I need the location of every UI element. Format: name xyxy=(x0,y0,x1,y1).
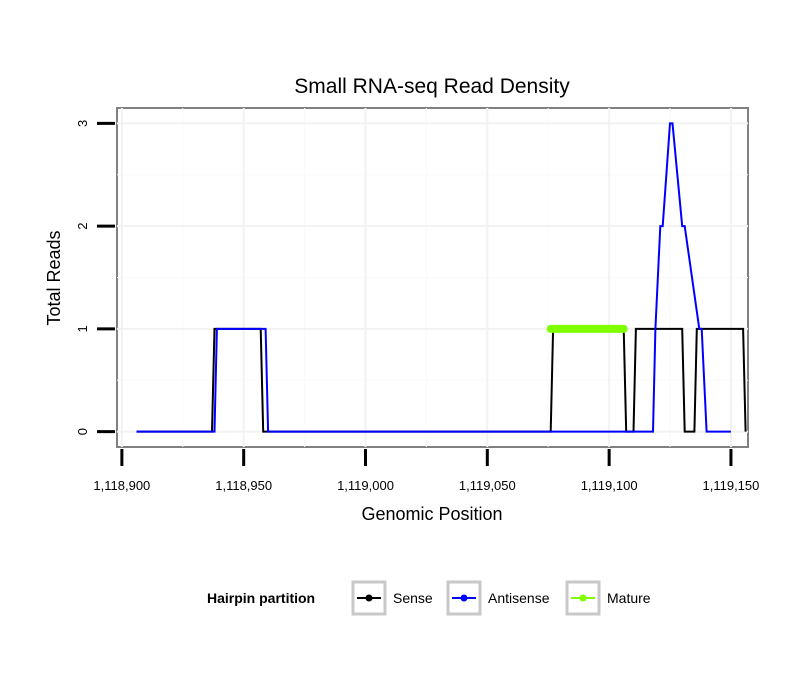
legend-label-antisense: Antisense xyxy=(488,590,550,606)
legend-label-mature: Mature xyxy=(607,590,651,606)
x-tick-label: 1,119,000 xyxy=(337,478,394,493)
y-tick-label: 1 xyxy=(75,325,90,332)
y-axis-label: Total Reads xyxy=(44,230,64,325)
y-tick-label: 3 xyxy=(75,120,90,127)
series-line-antisense xyxy=(136,122,731,433)
y-axis-ticks: 0 1 2 3 xyxy=(75,120,115,435)
x-tick-label: 1,118,950 xyxy=(215,478,272,493)
legend: Hairpin partition Sense Antisense Mature xyxy=(207,580,651,616)
legend-item-antisense: Antisense xyxy=(446,580,550,616)
legend-item-mature: Mature xyxy=(565,580,651,616)
x-tick-label: 1,118,900 xyxy=(93,478,150,493)
legend-key-sense-point xyxy=(365,594,373,602)
y-tick-label: 0 xyxy=(75,428,90,435)
x-tick-label: 1,119,100 xyxy=(581,478,638,493)
x-axis-ticks: 1,118,900 1,118,950 1,119,000 1,119,050 1,11… xyxy=(93,449,759,493)
x-tick-label: 1,119,050 xyxy=(459,478,516,493)
legend-item-sense: Sense xyxy=(351,580,433,616)
legend-label-sense: Sense xyxy=(393,590,433,606)
legend-title: Hairpin partition xyxy=(207,590,315,606)
y-tick-label: 2 xyxy=(75,222,90,229)
series-lines xyxy=(136,122,747,433)
x-axis-label: Genomic Position xyxy=(361,504,502,524)
legend-key-mature-point xyxy=(579,594,587,602)
legend-key-antisense-point xyxy=(460,594,468,602)
chart-title: Small RNA-seq Read Density xyxy=(294,75,570,98)
x-tick-label: 1,119,150 xyxy=(703,478,760,493)
